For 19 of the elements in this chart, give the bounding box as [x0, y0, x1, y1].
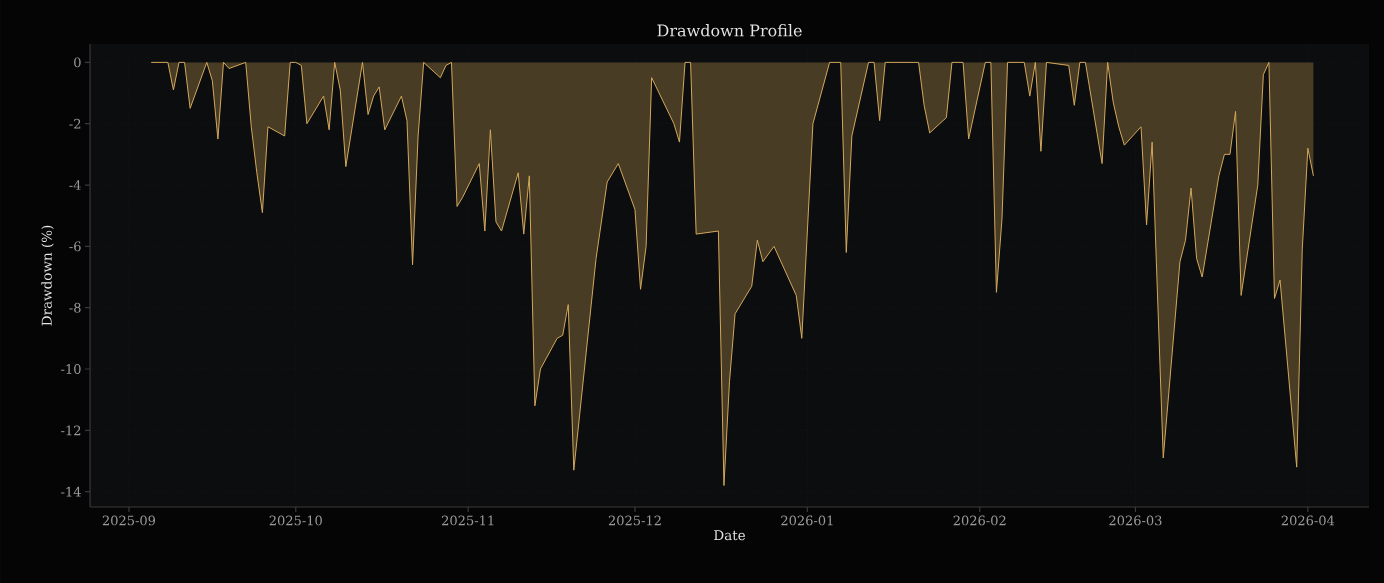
chart-title: Drawdown Profile [657, 24, 802, 37]
x-axis-title: Date [714, 530, 745, 541]
y-tick-label: -12 [61, 425, 81, 436]
y-tick-label: -8 [69, 302, 81, 313]
x-tick-label: 2026-03 [1109, 515, 1162, 526]
x-tick-label: 2025-11 [442, 515, 494, 526]
x-tick-label: 2025-09 [102, 515, 156, 526]
y-tick-label: -4 [69, 180, 81, 190]
y-axis-title: Drawdown (%) [41, 225, 54, 326]
y-tick-label: -6 [69, 241, 81, 252]
x-tick-label: 2025-12 [608, 515, 661, 526]
y-tick-label: -10 [61, 364, 81, 374]
x-tick-label: 2026-04 [1281, 515, 1335, 526]
y-tick-label: -14 [61, 486, 81, 497]
x-tick-label: 2025-10 [269, 515, 322, 526]
y-tick-label: -2 [69, 118, 81, 129]
x-tick-label: 2026-01 [781, 515, 833, 526]
x-tick-label: 2026-02 [953, 515, 1006, 526]
y-tick-label: 0 [74, 57, 81, 68]
